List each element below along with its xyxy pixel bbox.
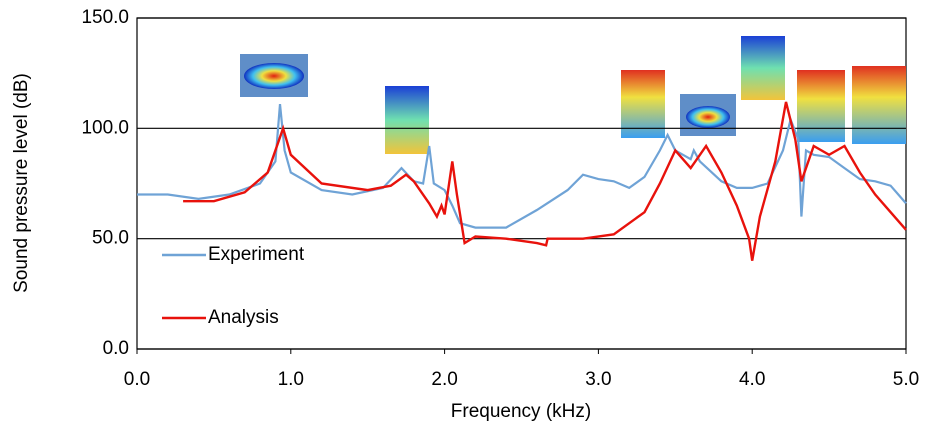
inset [797,70,845,142]
inset [741,36,785,100]
y-axis-label: Sound pressure level (dB) [11,73,32,293]
y-tick-label: 100.0 [81,117,129,138]
x-tick-label: 5.0 [893,369,919,390]
legend-label: Analysis [208,307,279,328]
inset [621,70,665,138]
x-tick-label: 4.0 [739,369,765,390]
y-tick-label: 0.0 [103,338,129,359]
inset [852,66,906,144]
series-line [137,103,907,229]
x-axis-label: Frequency (kHz) [451,401,591,422]
y-tick-label: 50.0 [92,228,129,249]
inset [385,86,429,154]
insets [240,36,906,154]
x-tick-label: 3.0 [585,369,611,390]
y-tick-label: 150.0 [81,7,129,28]
series-line [183,101,907,261]
inset-shape [244,63,304,89]
x-tick-label: 2.0 [431,369,457,390]
x-tick-label: 1.0 [278,369,304,390]
inset-shape [686,106,730,128]
legend-label: Experiment [208,244,305,265]
x-tick-label: 0.0 [124,369,150,390]
